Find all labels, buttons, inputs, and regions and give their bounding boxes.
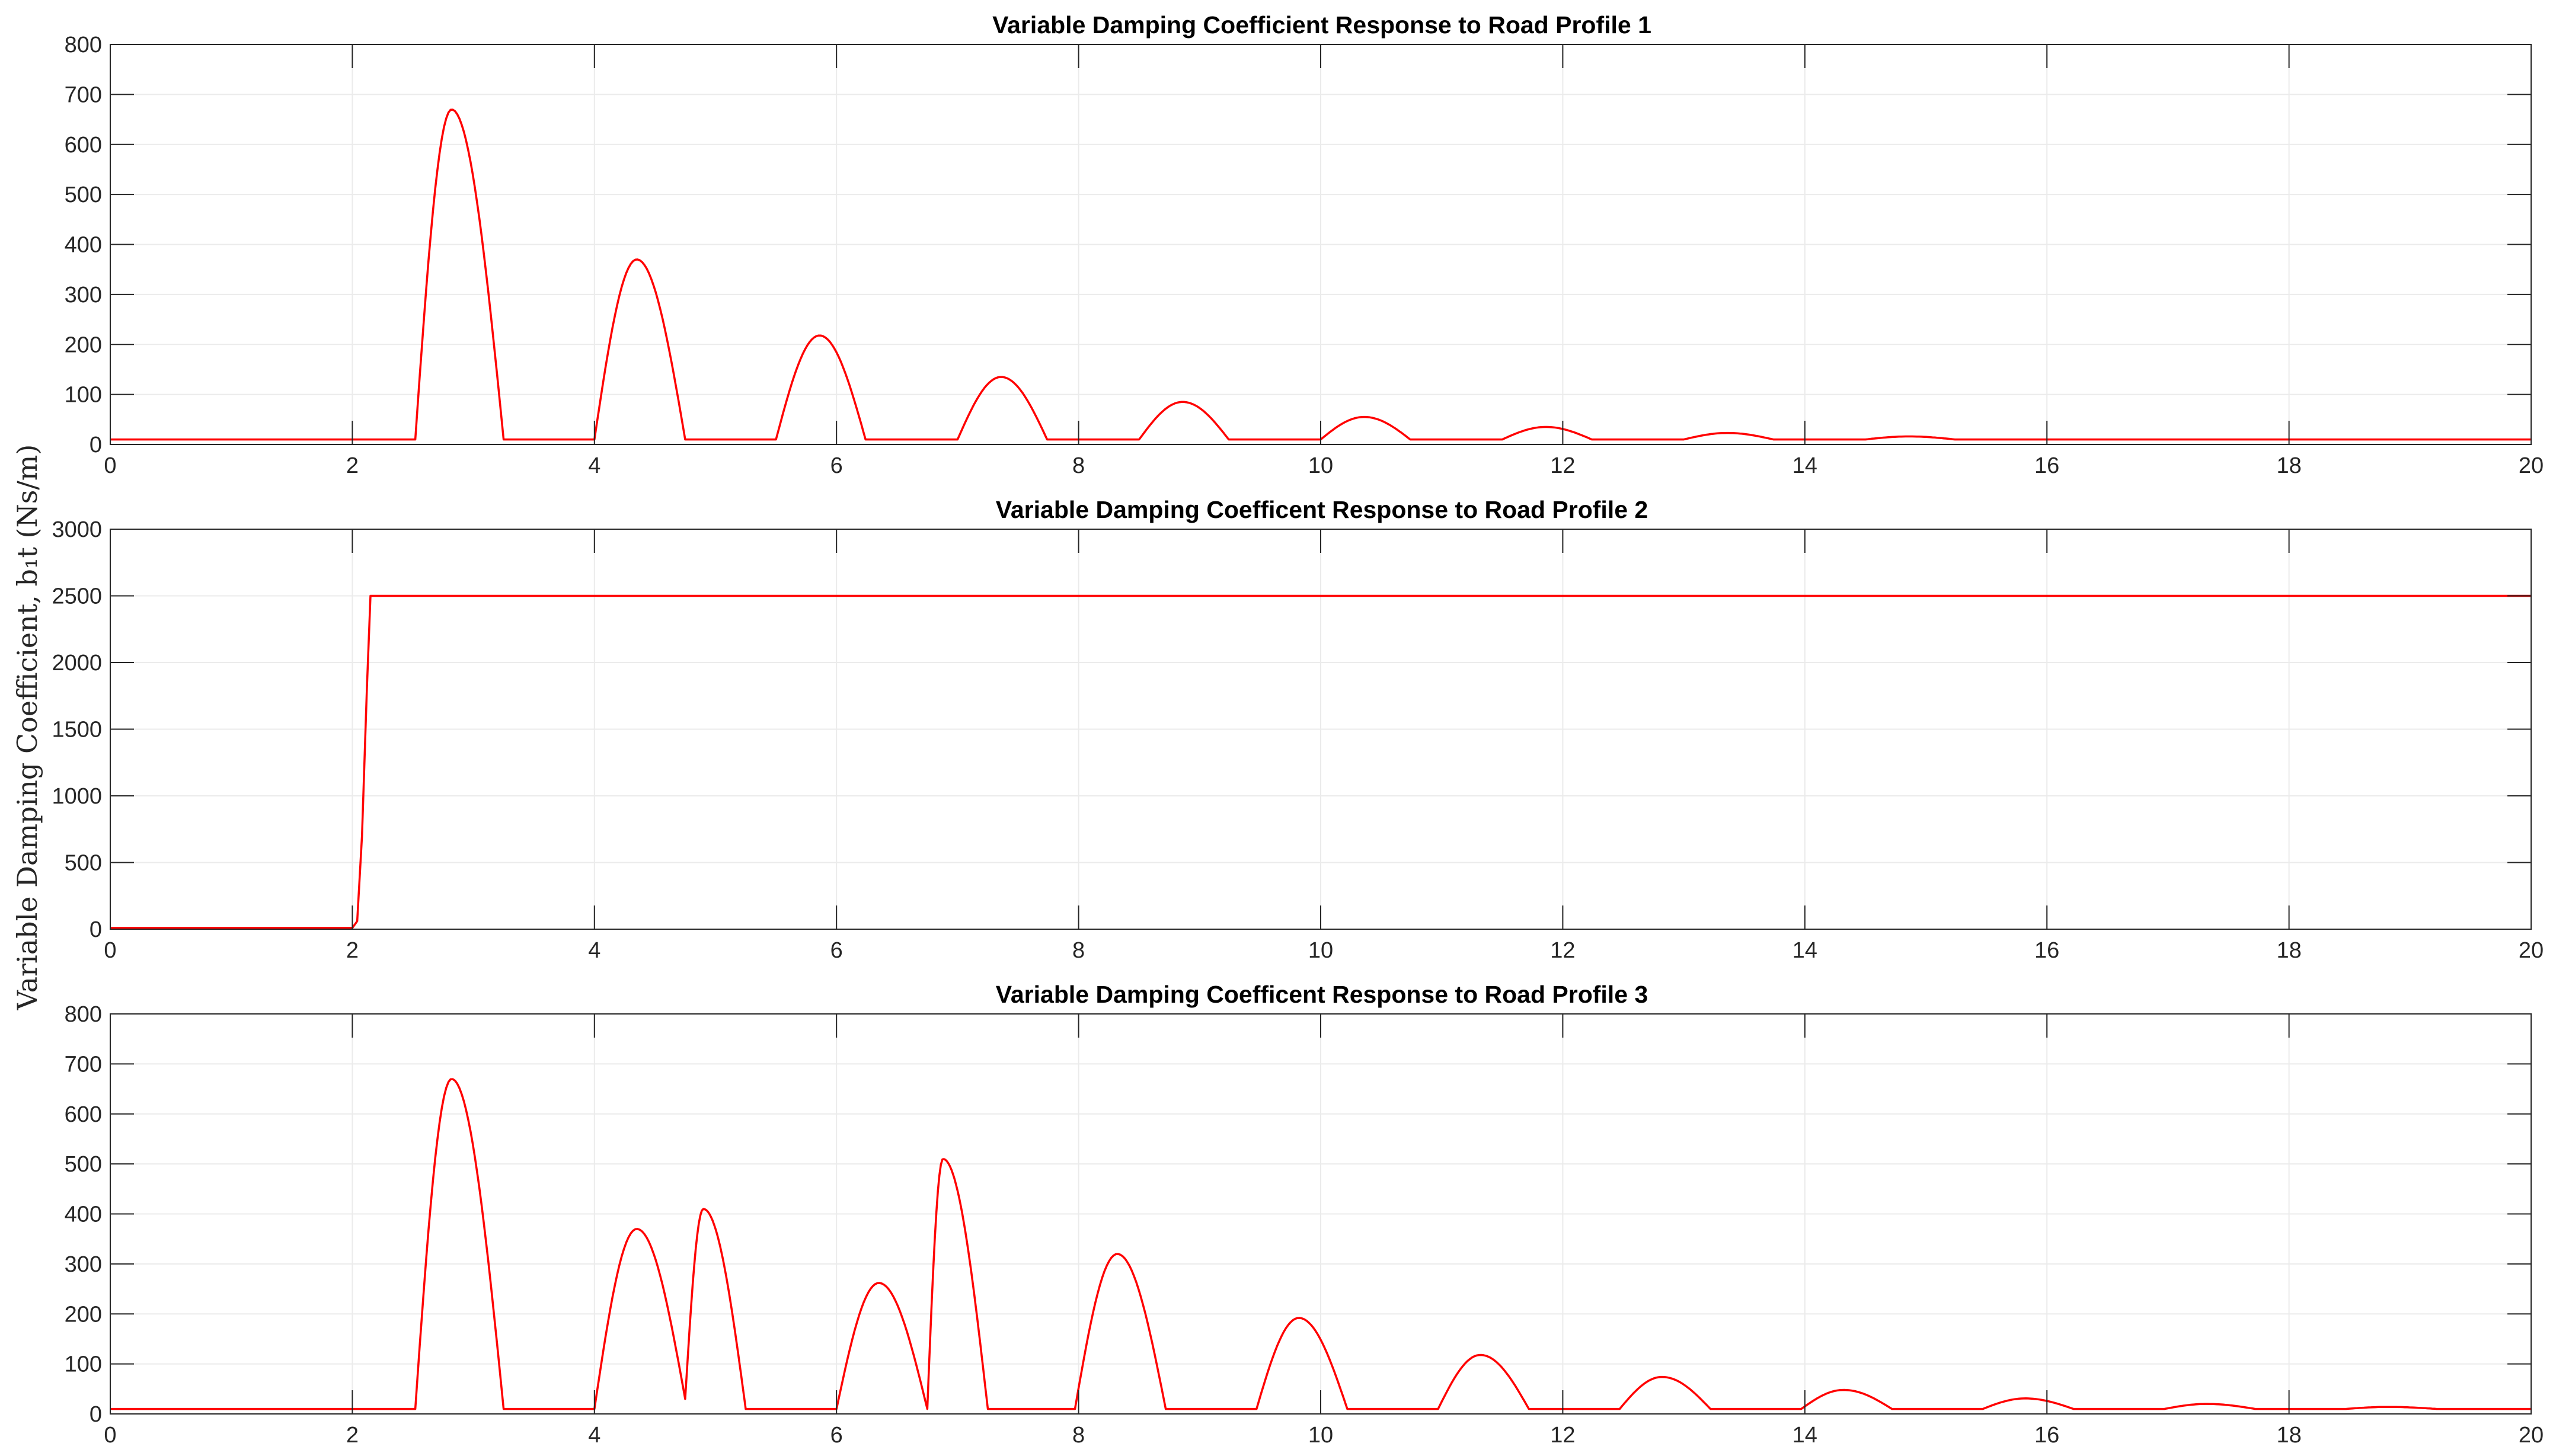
- x-tick-label: 0: [104, 938, 116, 963]
- x-tick-label: 14: [1793, 453, 1817, 478]
- subplot-title: Variable Damping Coefficient Response to…: [992, 11, 1651, 39]
- x-tick-label: 12: [1550, 938, 1575, 963]
- y-tick-label: 400: [65, 233, 102, 258]
- y-tick-label: 100: [65, 1352, 102, 1377]
- x-tick-label: 6: [830, 1423, 843, 1448]
- y-tick-label: 700: [65, 82, 102, 107]
- x-tick-label: 12: [1550, 453, 1575, 478]
- x-tick-label: 20: [2519, 453, 2544, 478]
- y-tick-label: 200: [65, 332, 102, 357]
- y-tick-label: 0: [90, 1402, 102, 1427]
- y-tick-label: 0: [90, 917, 102, 942]
- x-tick-label: 10: [1308, 453, 1333, 478]
- x-tick-label: 0: [104, 1423, 116, 1448]
- y-tick-label: 500: [65, 183, 102, 207]
- y-tick-label: 300: [65, 283, 102, 308]
- x-tick-label: 4: [588, 1423, 600, 1448]
- x-tick-label: 2: [346, 453, 359, 478]
- y-tick-label: 600: [65, 133, 102, 158]
- subplot-road-profile-3: Variable Damping Coefficent Response to …: [65, 981, 2544, 1448]
- series-line: [110, 108, 2531, 441]
- y-tick-label: 700: [65, 1052, 102, 1077]
- y-tick-label: 500: [65, 1152, 102, 1177]
- x-tick-label: 6: [830, 938, 843, 963]
- y-tick-label: 200: [65, 1302, 102, 1327]
- x-tick-label: 18: [2276, 1423, 2301, 1448]
- shared-y-axis-label: Variable Damping Coefficient, b₁t (Ns/m): [11, 444, 43, 1011]
- y-tick-label: 800: [65, 33, 102, 57]
- x-tick-label: 8: [1072, 1423, 1085, 1448]
- x-tick-label: 14: [1793, 938, 1817, 963]
- y-tick-label: 600: [65, 1102, 102, 1127]
- y-tick-label: 500: [65, 851, 102, 876]
- x-tick-label: 18: [2276, 453, 2301, 478]
- y-tick-label: 400: [65, 1202, 102, 1227]
- series-line: [110, 1078, 2531, 1410]
- y-tick-label: 0: [90, 433, 102, 457]
- y-tick-label: 800: [65, 1002, 102, 1027]
- y-tick-label: 2000: [52, 651, 102, 676]
- y-tick-label: 300: [65, 1252, 102, 1277]
- x-tick-label: 6: [830, 453, 843, 478]
- x-tick-label: 0: [104, 453, 116, 478]
- subplot-road-profile-1: Variable Damping Coefficient Response to…: [65, 11, 2544, 478]
- x-tick-label: 10: [1308, 938, 1333, 963]
- x-tick-label: 16: [2034, 938, 2059, 963]
- x-tick-label: 14: [1793, 1423, 1817, 1448]
- x-tick-label: 4: [588, 453, 600, 478]
- subplot-title: Variable Damping Coefficent Response to …: [996, 981, 1648, 1008]
- x-tick-label: 20: [2519, 938, 2544, 963]
- subplot-title: Variable Damping Coefficent Response to …: [996, 496, 1648, 523]
- y-tick-label: 100: [65, 383, 102, 408]
- x-tick-label: 2: [346, 1423, 359, 1448]
- x-tick-label: 18: [2276, 938, 2301, 963]
- x-tick-label: 12: [1550, 1423, 1575, 1448]
- x-tick-label: 10: [1308, 1423, 1333, 1448]
- x-tick-label: 8: [1072, 938, 1085, 963]
- x-tick-label: 4: [588, 938, 600, 963]
- y-tick-label: 3000: [52, 517, 102, 542]
- y-tick-label: 1500: [52, 718, 102, 743]
- y-tick-label: 1000: [52, 784, 102, 809]
- y-tick-label: 2500: [52, 584, 102, 609]
- x-tick-label: 16: [2034, 453, 2059, 478]
- x-tick-label: 8: [1072, 453, 1085, 478]
- x-tick-label: 16: [2034, 1423, 2059, 1448]
- x-tick-label: 2: [346, 938, 359, 963]
- x-tick-label: 20: [2519, 1423, 2544, 1448]
- subplot-road-profile-2: Variable Damping Coefficent Response to …: [52, 496, 2544, 963]
